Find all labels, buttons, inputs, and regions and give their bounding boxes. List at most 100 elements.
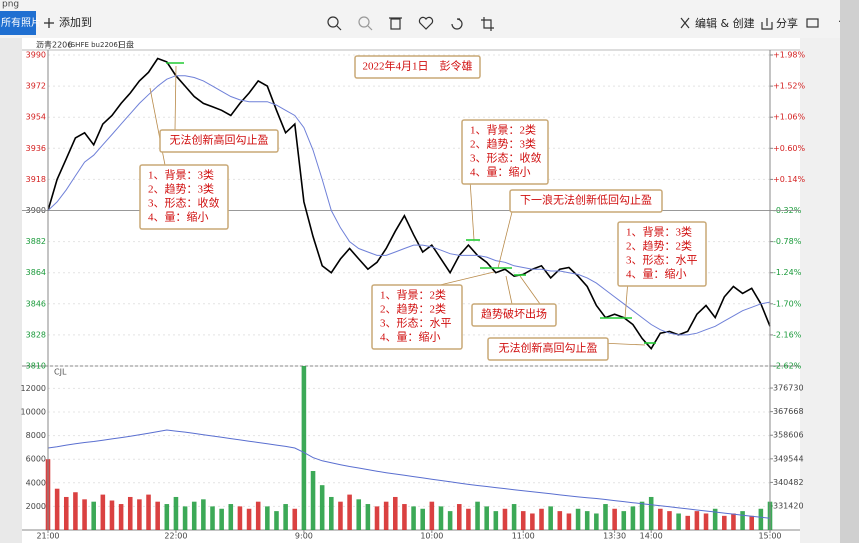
y2-tick-label: -2.16% xyxy=(773,330,802,339)
annotation-text: 2、趋势：2类 xyxy=(380,302,446,316)
volume-bar xyxy=(420,508,425,530)
y2-tick-label: 340482 xyxy=(773,478,804,487)
y-tick-label: 3918 xyxy=(26,175,46,184)
volume-bar xyxy=(201,499,206,530)
volume-bar xyxy=(338,501,343,530)
volume-bar xyxy=(228,504,234,530)
volume-bar xyxy=(393,496,398,530)
edit-icon[interactable] xyxy=(680,17,690,29)
volume-bar xyxy=(310,471,316,530)
volume-bar xyxy=(347,494,352,530)
volume-bar xyxy=(731,513,736,530)
series-line xyxy=(47,57,771,351)
y2-tick-label: 349544 xyxy=(773,454,804,463)
annotation-box xyxy=(471,303,557,327)
annotation-box xyxy=(487,337,609,361)
annotation-text: 2、趋势：2类 xyxy=(626,239,692,253)
symbol-name: 沥青2206 xyxy=(36,40,72,50)
y-tick-label: 3846 xyxy=(26,299,46,308)
volume-bar xyxy=(594,513,599,530)
delete-icon[interactable] xyxy=(389,17,402,30)
annotation-box xyxy=(354,55,481,79)
all-photos-label[interactable]: 所有照片 xyxy=(1,16,41,29)
x-tick-label: 14:00 xyxy=(640,532,663,541)
annotation-text: 4、量：缩小 xyxy=(380,331,441,344)
print-icon[interactable] xyxy=(806,18,819,28)
volume-bar xyxy=(520,511,526,530)
volume-bar xyxy=(219,508,224,530)
plot-layer: 3990397239543936391839003882386438463828… xyxy=(21,50,806,541)
volume-bar xyxy=(466,508,471,530)
y2-tick-label: +0.60% xyxy=(773,144,806,153)
share-label[interactable]: 分享 xyxy=(776,16,798,30)
x-tick-label: 10:00 xyxy=(420,532,443,541)
volume-bar xyxy=(329,496,334,530)
volume-bar xyxy=(429,501,435,530)
volume-bar xyxy=(475,501,480,530)
annotation-text: 2、趋势：3类 xyxy=(470,137,536,151)
y-tick-label: 4000 xyxy=(26,478,46,487)
y-tick-label: 2000 xyxy=(26,502,46,511)
y2-tick-label: -2.62% xyxy=(773,362,802,371)
volume-bar xyxy=(484,506,489,530)
signal-markers xyxy=(166,62,656,344)
volume-bar xyxy=(557,511,563,530)
x-tick-label: 21:00 xyxy=(36,532,59,541)
annotation-text: 趋势破坏出场 xyxy=(481,307,547,321)
rotate-icon[interactable] xyxy=(451,18,463,30)
share-icon[interactable] xyxy=(761,18,773,30)
y2-tick-label: +0.14% xyxy=(773,175,806,184)
volume-bar xyxy=(292,508,298,530)
y2-tick-label: -1.24% xyxy=(773,268,802,277)
x-tick-label: 9:00 xyxy=(295,532,313,541)
series-line xyxy=(47,75,771,336)
volume-bar xyxy=(283,504,288,530)
edit-create-label[interactable]: 编辑 & 创建 xyxy=(695,16,755,30)
volume-bar xyxy=(411,506,416,530)
favorite-icon[interactable] xyxy=(418,16,434,30)
y-tick-label: 3810 xyxy=(26,362,46,371)
x-tick-label: 11:00 xyxy=(512,532,535,541)
y2-tick-label: +1.52% xyxy=(773,82,806,91)
y-tick-label: 3972 xyxy=(26,82,46,91)
y-tick-label: 3828 xyxy=(26,330,46,339)
volume-bar xyxy=(365,504,371,530)
volume-bar xyxy=(511,504,517,530)
zoom-in-icon[interactable] xyxy=(327,16,342,31)
add-to-label[interactable]: 添加到 xyxy=(59,15,92,29)
annotation-text: 4、量：缩小 xyxy=(148,211,209,224)
volume-bar xyxy=(575,508,581,530)
volume-bar xyxy=(383,501,389,530)
volume-bar xyxy=(530,513,535,530)
volume-bar xyxy=(182,506,188,530)
y2-tick-label: -0.78% xyxy=(773,237,802,246)
viewer-margin xyxy=(800,38,840,543)
volume-bar xyxy=(63,496,69,530)
volume-bar xyxy=(676,513,681,530)
volume-bar xyxy=(603,504,608,530)
volume-bar xyxy=(274,511,279,530)
add-to-button[interactable]: 添加到 xyxy=(44,15,92,29)
volume-bar xyxy=(255,501,261,530)
volume-bar xyxy=(301,366,307,530)
annotation: 无法创新高回勾止盈 xyxy=(487,337,609,361)
volume-bar xyxy=(685,515,691,530)
annotation-text: 下一浪无法创新低回勾止盈 xyxy=(520,193,652,207)
y-tick-label: 12000 xyxy=(21,384,46,393)
y2-tick-label: +1.98% xyxy=(773,51,806,60)
y-tick-label: 3954 xyxy=(26,113,46,122)
volume-bar xyxy=(502,508,508,530)
y-tick-label: 8000 xyxy=(26,431,46,440)
annotation-text: 2022年4月1日 彭令雄 xyxy=(363,59,473,73)
y-tick-label: 6000 xyxy=(26,455,46,464)
annotation: 2022年4月1日 彭令雄 xyxy=(354,55,481,79)
zoom-out-icon[interactable] xyxy=(358,16,373,31)
volume-bar xyxy=(703,513,709,530)
y2-tick-label: 358606 xyxy=(773,431,804,440)
x-tick-label: 15:00 xyxy=(758,532,781,541)
crop-icon[interactable] xyxy=(481,17,494,31)
annotation-box xyxy=(509,189,663,213)
all-photos-button[interactable] xyxy=(0,11,36,35)
volume-bar xyxy=(612,508,617,530)
